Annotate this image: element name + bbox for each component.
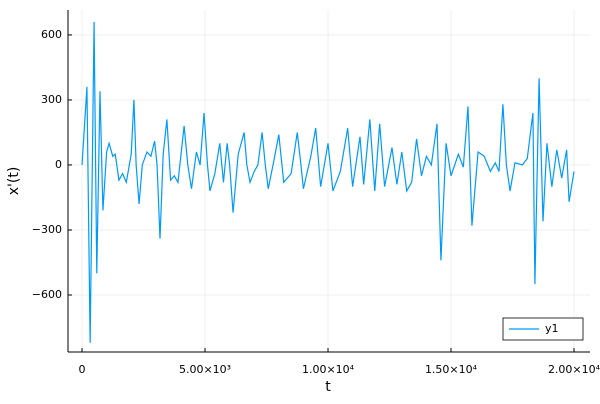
x-tick-label: 0 <box>79 363 86 376</box>
y-tick-label: 0 <box>55 158 62 171</box>
x-tick-label: 1.50×10⁴ <box>425 363 478 376</box>
data-line <box>81 21 575 343</box>
x-tick-label: 2.00×10⁴ <box>548 363 600 376</box>
x-axis-label: t <box>325 379 331 395</box>
y-tick-label: −300 <box>32 223 62 236</box>
legend-label: y1 <box>545 322 559 335</box>
y-tick-label: 300 <box>41 93 62 106</box>
legend-box <box>502 317 584 341</box>
x-tick-label: 1.00×10⁴ <box>302 363 355 376</box>
x-tick-label: 5.00×10³ <box>179 363 231 376</box>
y-tick-label: −600 <box>32 288 62 301</box>
y-tick-label: 600 <box>41 28 62 41</box>
y-axis-label: x'(t) <box>6 167 22 196</box>
